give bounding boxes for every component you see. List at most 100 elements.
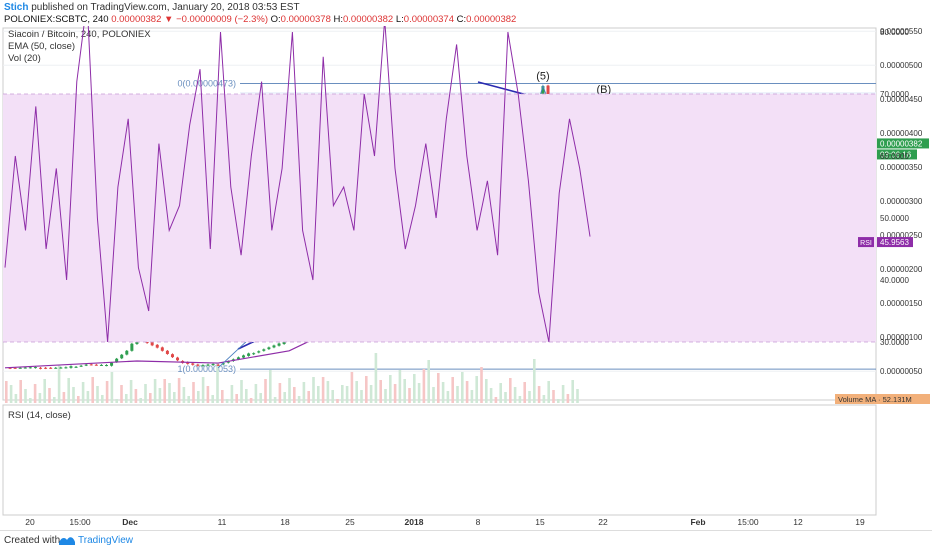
rsi-tick-label: 60.0000 <box>880 152 909 161</box>
legend-title: Siacoin / Bitcoin, 240, POLONIEX <box>8 29 151 40</box>
candle-body <box>13 367 17 369</box>
time-axis[interactable]: 20 15:00 Dec 11 18 25 2018 8 15 22 Feb 15:00 12 19 <box>25 517 865 527</box>
volume-bar <box>379 380 382 403</box>
time-tick-label: 19 <box>855 517 865 527</box>
tradingview-logo-icon[interactable] <box>58 534 76 549</box>
volume-bar <box>269 370 272 403</box>
volume-bar <box>547 381 550 403</box>
volume-bar <box>297 396 301 403</box>
volume-bar <box>341 385 344 403</box>
candle-body <box>546 85 550 100</box>
volume-bar <box>125 394 128 403</box>
rsi-pane[interactable] <box>2 404 877 516</box>
volume-bar <box>451 377 454 403</box>
time-tick-label: 22 <box>598 517 608 527</box>
volume-bar <box>81 382 85 403</box>
volume-bar <box>475 376 478 403</box>
candle-body <box>150 342 154 346</box>
volume-bar <box>307 391 310 403</box>
volume-bar <box>312 377 315 403</box>
volume-bar <box>182 387 186 403</box>
volume-bar <box>432 387 435 403</box>
volume-bar <box>413 374 416 403</box>
rsi-tick-label: 70.0000 <box>880 90 909 99</box>
rsi-tick-label: 50.0000 <box>880 214 909 223</box>
volume-bar <box>427 360 430 403</box>
rsi-tick-label: 30.0000 <box>880 338 909 347</box>
price-tick-label: 0.00000350 <box>880 163 923 172</box>
candle-body <box>33 367 37 369</box>
time-tick-label: 25 <box>345 517 355 527</box>
volume-bar <box>283 392 286 403</box>
volume-bar <box>9 385 13 403</box>
volume-bar <box>331 390 334 403</box>
volume-bar <box>264 379 267 403</box>
candle-body <box>115 358 119 363</box>
volume-bar <box>446 391 450 403</box>
volume-bar <box>249 398 253 403</box>
candle-body <box>64 367 68 369</box>
volume-bar <box>48 388 51 403</box>
volume-bar <box>470 390 474 403</box>
price-tick-label: 0.00000450 <box>880 95 923 104</box>
candle-body <box>74 366 78 368</box>
volume-bar <box>72 387 75 403</box>
rsi-value-tag <box>877 237 913 248</box>
candle-body <box>226 361 230 363</box>
candle-body <box>69 366 73 368</box>
legend-ema: EMA (50, close) <box>8 41 75 52</box>
volume-bar <box>489 388 493 403</box>
volume-bar <box>91 377 94 403</box>
price-axis[interactable]: 0.00000550 0.00000500 0.00000450 0.00000400… <box>3 27 930 404</box>
volume-bar <box>235 394 238 403</box>
volume-bar <box>53 397 56 403</box>
candle-body <box>221 363 225 365</box>
volume-bar <box>153 379 157 403</box>
candle-body <box>186 362 190 364</box>
volume-bar <box>293 387 296 403</box>
volume-bar <box>480 367 483 403</box>
rsi-band <box>3 94 876 342</box>
volume-bar <box>557 399 560 403</box>
volume-bar <box>518 396 522 403</box>
volume-bar <box>360 390 363 403</box>
volume-bar <box>384 389 387 403</box>
candle-body <box>89 364 93 366</box>
volume-bar <box>192 382 195 403</box>
price-tick-label: 0.00000300 <box>880 197 923 206</box>
candle-body <box>49 367 53 369</box>
rsi-line <box>4 26 591 343</box>
volume-bar <box>437 373 440 403</box>
time-tick-label: 20 <box>25 517 35 527</box>
volume-bar <box>499 383 502 403</box>
candle-body <box>59 367 63 369</box>
candle-body <box>211 364 215 366</box>
countdown-value: 03:06:16 <box>880 150 912 159</box>
price-tick-label: 0.00000250 <box>880 231 923 240</box>
volume-bar <box>206 386 210 403</box>
volume-bar <box>225 399 229 403</box>
candle-body <box>23 367 27 369</box>
volume-bar <box>288 378 291 403</box>
volume-bar <box>571 380 574 403</box>
tradingview-brand[interactable]: TradingView <box>78 535 134 546</box>
volume-bar <box>537 386 541 403</box>
high-value: 0.00000382 <box>343 14 394 25</box>
volume-bar <box>355 381 358 403</box>
price-tick-label: 0.00000050 <box>880 367 923 376</box>
rsi-axis[interactable]: 80.0000 70.0000 60.0000 50.0000 40.0000 30.00… <box>858 28 913 347</box>
volume-bar <box>345 386 349 403</box>
volume-bar <box>528 391 531 403</box>
wave-label: (5) <box>536 71 549 83</box>
volume-bar <box>216 363 219 403</box>
chart-area[interactable]: 0(0.00000473)0.236(0.00000374)0.382(0.00… <box>0 26 932 530</box>
open-value: 0.00000378 <box>280 14 331 25</box>
volume-bar <box>110 372 114 403</box>
rsi-indicator <box>3 26 876 343</box>
author-name[interactable]: Stich <box>4 2 29 13</box>
candle-body <box>130 343 134 351</box>
volume-bar <box>408 388 411 403</box>
candle-body <box>165 350 169 354</box>
volume-bar <box>509 378 512 403</box>
candle-body <box>84 364 88 366</box>
